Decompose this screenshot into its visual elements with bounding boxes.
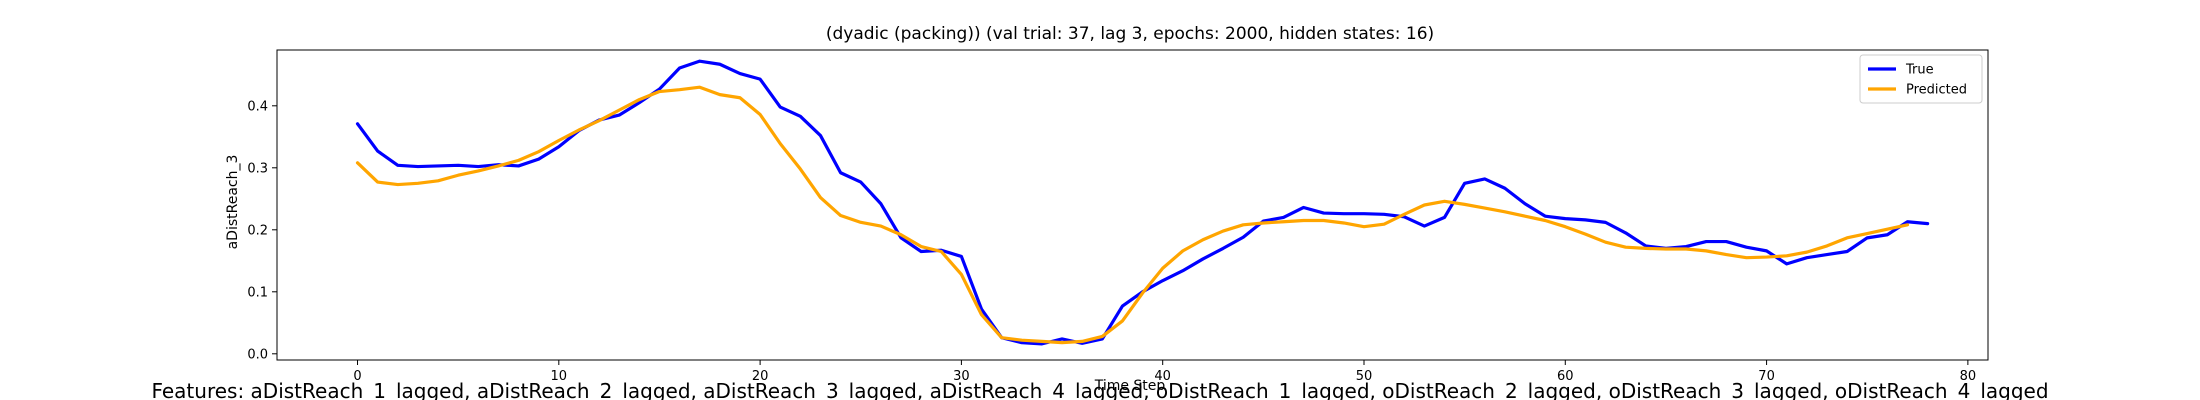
- legend: True Predicted: [1859, 54, 1983, 104]
- series-line-true: [355, 59, 1930, 346]
- legend-label: True: [1905, 63, 1934, 78]
- x-axis: 0 10 20 30 40 50 60 70 80: [353, 360, 1976, 384]
- y-tick-label: 0.2: [247, 223, 268, 238]
- x-tick-label: 80: [1960, 369, 1977, 384]
- plot-area: [355, 59, 1930, 346]
- y-axis-label: aDistReach_3: [225, 155, 241, 250]
- y-tick-label: 0.1: [247, 285, 268, 300]
- y-tick-label: 0.3: [247, 161, 268, 176]
- x-tick-label: 20: [752, 369, 769, 384]
- chart-title: (dyadic (packing)) (val trial: 37, lag 3…: [826, 24, 1434, 44]
- x-tick-label: 60: [1557, 369, 1574, 384]
- y-tick-label: 0.0: [247, 347, 268, 362]
- x-axis-label: Time Step: [1094, 378, 1166, 394]
- x-tick-label: 0: [353, 369, 361, 384]
- plot-frame: [276, 49, 1989, 361]
- features-footer: Features: aDistReach_1_lagged, aDistReac…: [151, 379, 2048, 400]
- x-tick-label: 40: [1154, 369, 1171, 384]
- legend-box: [1859, 54, 1983, 104]
- y-axis: 0.0 0.1 0.2 0.3 0.4: [247, 99, 277, 362]
- x-tick-label: 10: [551, 369, 568, 384]
- legend-label: Predicted: [1906, 83, 1967, 98]
- x-tick-label: 30: [953, 369, 970, 384]
- x-tick-label: 70: [1758, 369, 1775, 384]
- x-tick-label: 50: [1356, 369, 1373, 384]
- y-tick-label: 0.4: [247, 99, 268, 114]
- series-line-predicted: [355, 85, 1910, 345]
